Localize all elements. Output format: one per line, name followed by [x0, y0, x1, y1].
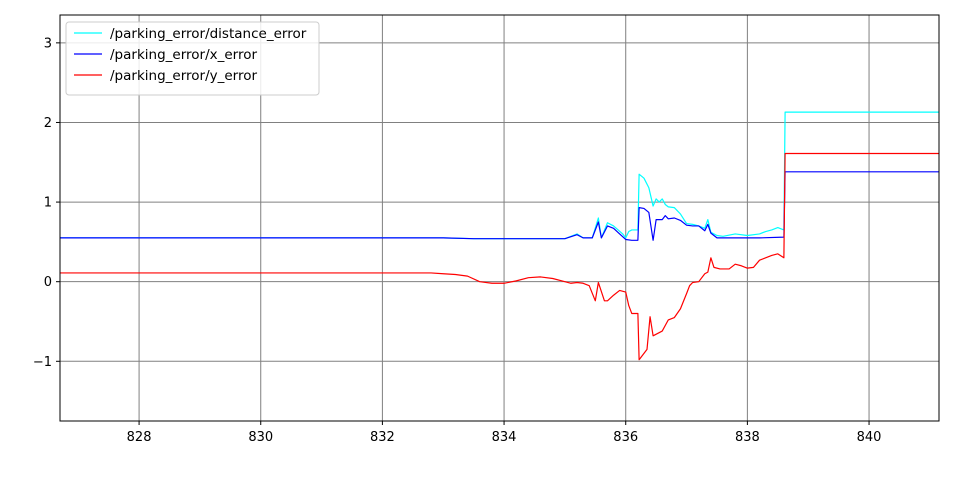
y-tick-label: 1	[44, 196, 52, 211]
series-lines	[60, 111, 939, 361]
x-tick-label: 832	[370, 430, 395, 445]
x-tick-label: 830	[248, 430, 273, 445]
axis-ticks: 828 830 832 834 836 838 840 −1 0 1 2 3	[33, 36, 882, 445]
x-tick-label: 834	[492, 430, 517, 445]
legend-box	[65, 21, 320, 96]
plot-frame	[59, 14, 940, 422]
x-tick-label: 838	[735, 430, 760, 445]
y-tick-label: 3	[44, 36, 52, 51]
y-tick-label: −1	[33, 355, 52, 370]
series-line-2	[60, 152, 939, 361]
series-line-1	[60, 171, 939, 241]
series-line-0	[60, 111, 939, 240]
x-tick-label: 840	[857, 430, 882, 445]
legend-label-1: /parking_error/x_error	[110, 47, 257, 63]
legend-label-0: /parking_error/distance_error	[110, 26, 307, 42]
legend: /parking_error/distance_error/parking_er…	[65, 21, 320, 96]
y-tick-label: 0	[44, 275, 52, 290]
x-tick-label: 828	[127, 430, 152, 445]
legend-label-2: /parking_error/y_error	[110, 68, 257, 84]
x-tick-label: 836	[613, 430, 638, 445]
y-tick-label: 2	[44, 116, 52, 131]
